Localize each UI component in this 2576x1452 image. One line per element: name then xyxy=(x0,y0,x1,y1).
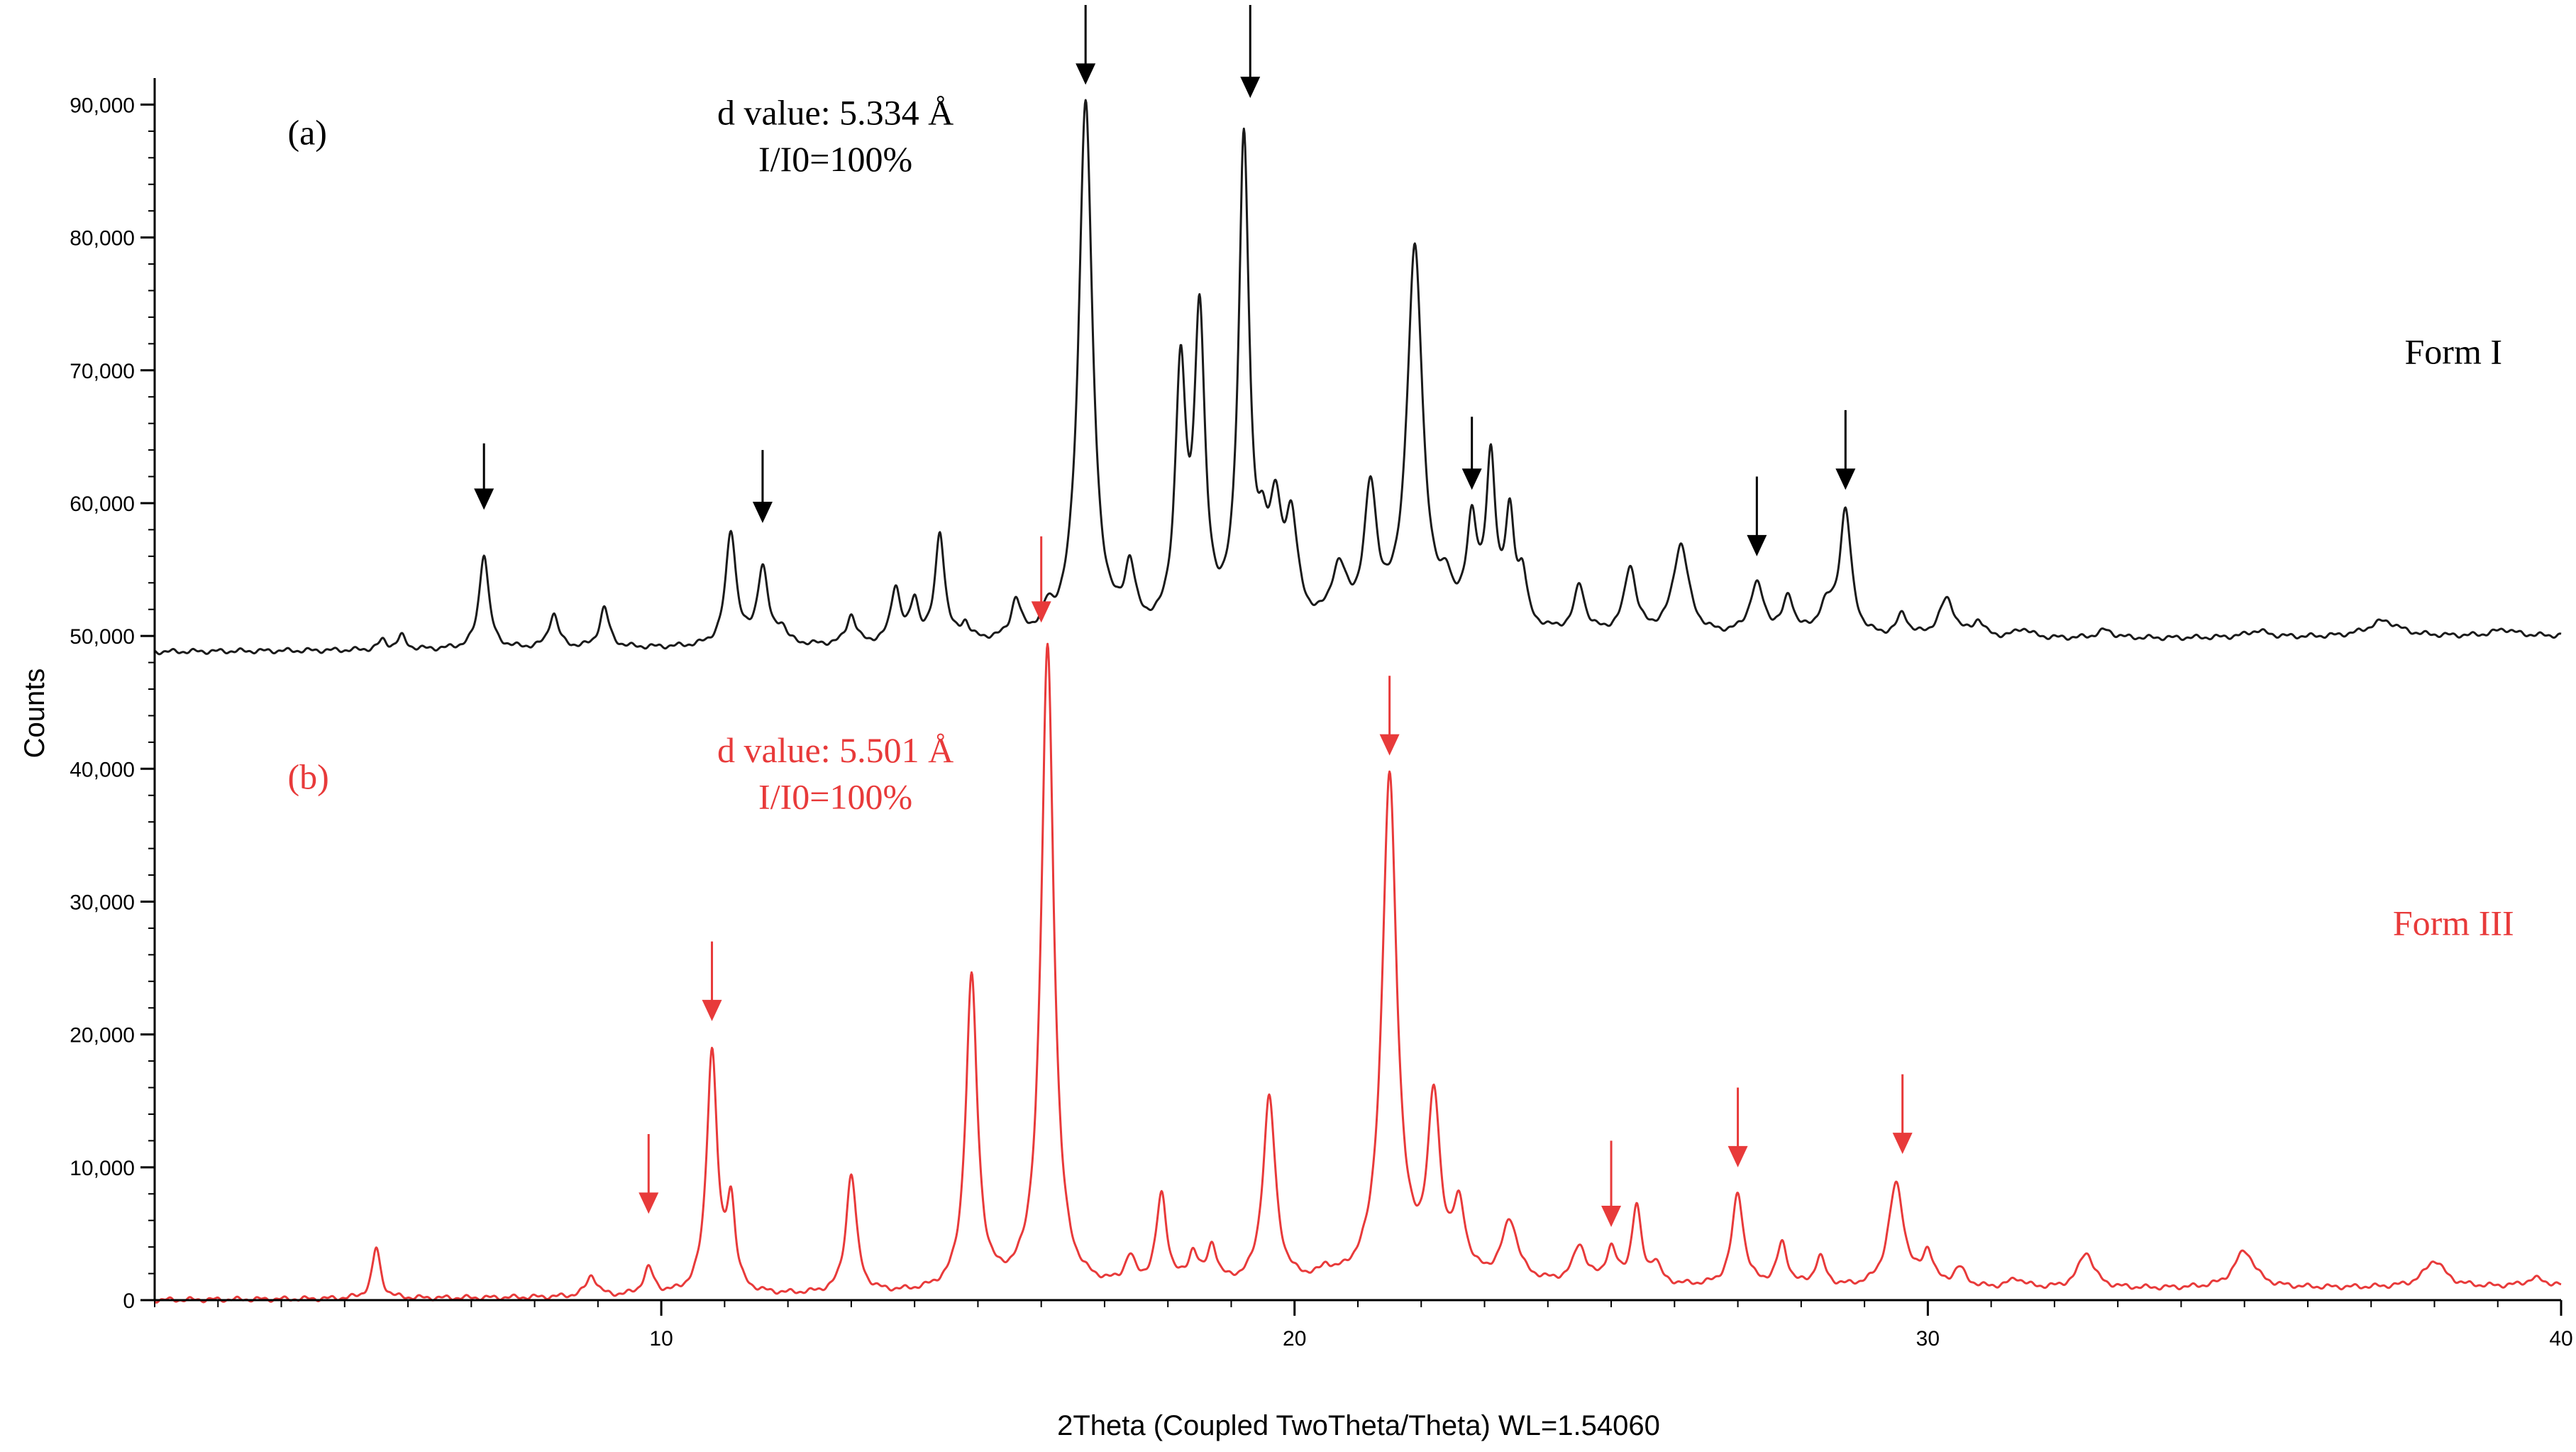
x-tick-label: 20 xyxy=(1283,1327,1306,1351)
x-axis-title: 2Theta (Coupled TwoTheta/Theta) WL=1.540… xyxy=(1057,1410,1660,1441)
peak-arrow xyxy=(1076,5,1096,85)
x-tick-label: 30 xyxy=(1916,1327,1940,1351)
x-tick-label: 40 xyxy=(2549,1327,2572,1351)
peak-arrow xyxy=(1835,409,1856,490)
peak-arrow xyxy=(474,443,494,510)
peak-arrow xyxy=(1601,1140,1622,1228)
axis-ticks: 10 20 30 40 0 10,000 20,000 30,000 40,000 50,000 6… xyxy=(70,94,2572,1351)
annotations: 2Theta (Coupled TwoTheta/Theta) WL=1.540… xyxy=(19,93,2514,1441)
form-i-label: Form I xyxy=(2405,331,2503,371)
peak-arrow xyxy=(1379,676,1400,756)
panel-b-label: (b) xyxy=(287,757,328,796)
peak-arrow xyxy=(1461,417,1482,490)
peak-arrows xyxy=(474,5,1913,1228)
peak-arrow xyxy=(702,941,722,1021)
y-tick-label: 50,000 xyxy=(70,625,135,649)
y-tick-label: 0 xyxy=(123,1289,135,1313)
panel-a-label: (a) xyxy=(287,113,327,153)
y-axis-title: Counts xyxy=(19,669,50,759)
series-line-form-i xyxy=(154,99,2562,656)
peak-arrow xyxy=(1747,476,1767,556)
axes xyxy=(153,78,2561,1302)
y-tick-label: 10,000 xyxy=(70,1157,135,1180)
y-tick-label: 40,000 xyxy=(70,758,135,781)
y-tick-label: 30,000 xyxy=(70,891,135,914)
plot-marks xyxy=(154,99,2562,1304)
x-tick-label: 10 xyxy=(649,1327,673,1351)
y-tick-label: 80,000 xyxy=(70,227,135,251)
peak-arrow xyxy=(639,1134,659,1214)
peak-arrow xyxy=(1728,1087,1748,1167)
y-tick-label: 20,000 xyxy=(70,1024,135,1047)
peak-arrow xyxy=(1892,1074,1913,1155)
y-tick-label: 90,000 xyxy=(70,94,135,117)
form-iii-label: Form III xyxy=(2393,903,2514,942)
series-line-form-iii xyxy=(154,642,2562,1304)
form-i-intensity: I/I0=100% xyxy=(758,139,912,179)
peak-arrow xyxy=(752,450,773,524)
peak-arrow xyxy=(1031,536,1051,623)
form-i-d-value: d value: 5.334 Å xyxy=(717,93,953,133)
y-tick-label: 70,000 xyxy=(70,360,135,383)
peak-arrow xyxy=(1240,5,1261,99)
form-iii-intensity: I/I0=100% xyxy=(758,776,912,816)
y-tick-label: 60,000 xyxy=(70,493,135,516)
form-iii-d-value: d value: 5.501 Å xyxy=(717,730,953,770)
